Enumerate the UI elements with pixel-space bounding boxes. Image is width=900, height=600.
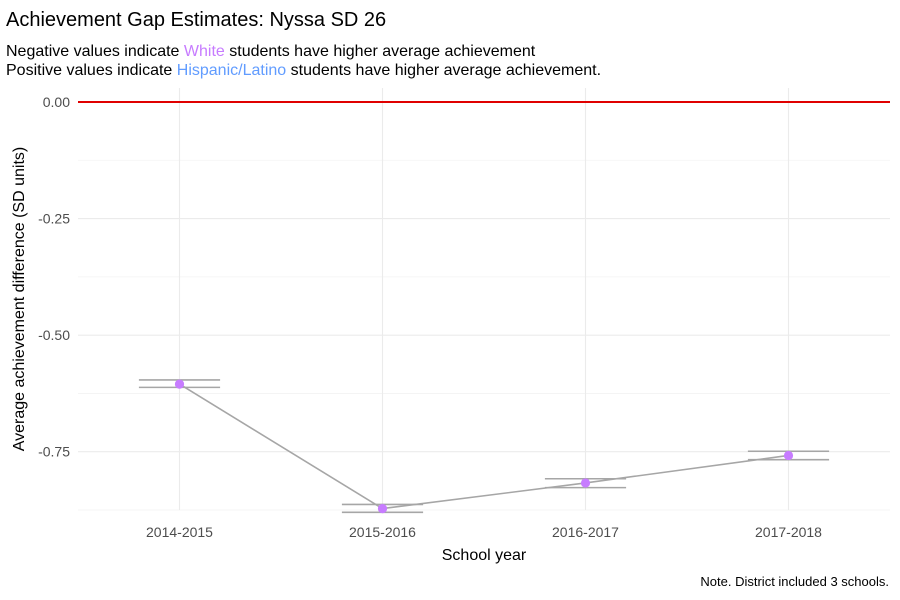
subtitle-text: Positive values indicate — [6, 62, 177, 79]
y-tick-label: -0.25 — [38, 211, 70, 227]
data-point — [783, 450, 794, 461]
y-tick-label: 0.00 — [43, 94, 70, 110]
chart-subtitle: Negative values indicate White students … — [6, 43, 601, 79]
plot-panel: 0.00 -0.25 -0.50 -0.75 2014-2015 2015-2016 201… — [38, 88, 890, 540]
subtitle-text: Negative values indicate — [6, 43, 184, 60]
data-point — [174, 379, 185, 389]
data-point — [580, 478, 591, 488]
series-line — [179, 383, 789, 510]
subtitle-text: students have higher average achievement… — [286, 62, 601, 79]
subtitle-line: Positive values indicate Hispanic/Latino… — [6, 62, 601, 79]
subtitle-highlight: White — [184, 43, 225, 60]
y-tick-label: -0.50 — [38, 327, 70, 343]
chart-caption: Note. District included 3 schools. — [700, 574, 889, 589]
subtitle-line: Negative values indicate White students … — [6, 43, 536, 60]
subtitle-highlight: Hispanic/Latino — [177, 62, 287, 79]
x-axis-title: School year — [442, 547, 527, 564]
x-tick-label: 2016-2017 — [552, 524, 619, 540]
y-tick-label: -0.75 — [38, 444, 70, 460]
data-point — [377, 504, 388, 514]
x-tick-label: 2014-2015 — [146, 524, 213, 540]
y-axis-title: Average achievement difference (SD units… — [11, 147, 28, 451]
subtitle-text: students have higher average achievement — [225, 43, 536, 60]
x-tick-label: 2015-2016 — [349, 524, 416, 540]
x-tick-label: 2017-2018 — [755, 524, 822, 540]
chart-title: Achievement Gap Estimates: Nyssa SD 26 — [6, 9, 386, 31]
